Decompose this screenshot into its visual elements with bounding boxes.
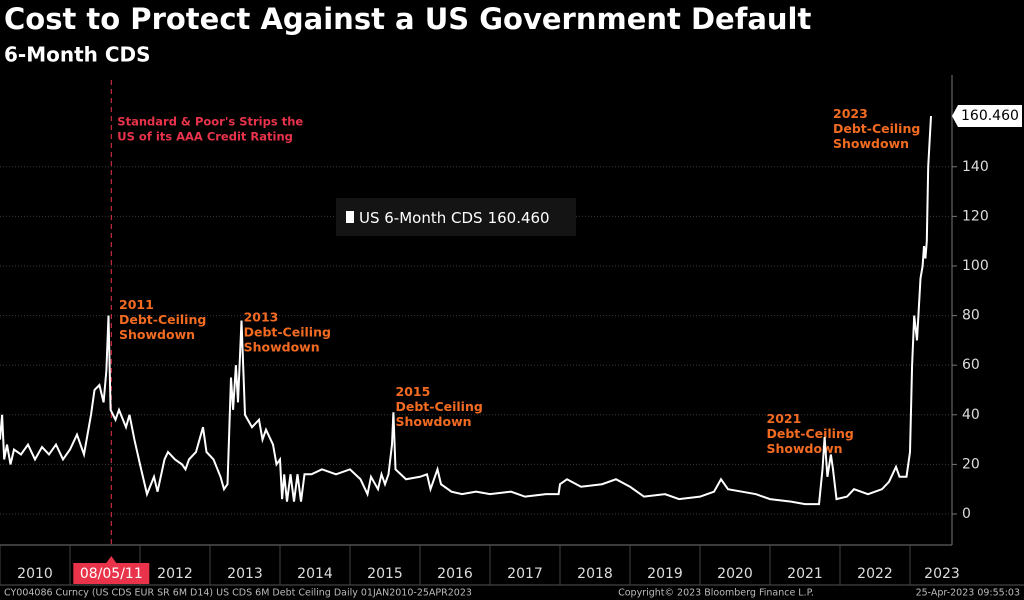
annotation: Showdown — [119, 327, 195, 342]
y-tick-label: 120 — [962, 208, 989, 224]
annotation: 2023 — [833, 106, 868, 121]
annotation: 2013 — [244, 310, 279, 325]
x-tick-label: 2015 — [367, 566, 403, 582]
x-tick-label: 2014 — [297, 566, 333, 582]
x-tick-label: 2022 — [857, 566, 893, 582]
legend-name: US 6-Month CDS — [359, 209, 483, 227]
x-tick-label: 2017 — [507, 566, 543, 582]
annotation: 2021 — [767, 411, 802, 426]
x-tick-label: 2020 — [717, 566, 753, 582]
x-tick-label: 2021 — [787, 566, 823, 582]
footer-center: Copyright© 2023 Bloomberg Finance L.P. — [618, 588, 814, 599]
annotation: Debt-Ceiling — [244, 325, 331, 340]
last-value-tag — [952, 105, 1022, 128]
last-value-label: 160.460 — [961, 108, 1019, 124]
chart-subtitle: 6-Month CDS — [4, 43, 151, 67]
x-tick-label: 2010 — [17, 566, 53, 582]
y-tick-label: 100 — [962, 258, 989, 274]
chart-title: Cost to Protect Against a US Government … — [4, 2, 811, 36]
x-tick-label: 2012 — [157, 566, 193, 582]
legend-last: 160.460 — [488, 209, 550, 227]
y-tick-label: 20 — [962, 456, 980, 472]
annotation: Debt-Ceiling — [767, 426, 854, 441]
annotation: Debt-Ceiling — [833, 121, 920, 136]
x-tick-label: 2019 — [647, 566, 683, 582]
y-tick-label: 140 — [962, 159, 989, 175]
event-text: Standard & Poor's Strips the — [117, 115, 303, 129]
line — [0, 115, 932, 506]
y-tick-label: 80 — [962, 308, 980, 324]
annotation: Showdown — [833, 136, 909, 151]
x-tick-label: 2023 — [924, 566, 960, 582]
annotation: 2011 — [119, 297, 154, 312]
event-pointer — [106, 556, 117, 563]
annotation: Debt-Ceiling — [119, 312, 206, 327]
x-tick-label: 2013 — [227, 566, 263, 582]
event-label: 08/05/11 — [80, 566, 143, 582]
annotation: Showdown — [244, 340, 320, 355]
x-tick-label: 2018 — [577, 566, 613, 582]
y-tick-label: 60 — [962, 357, 980, 373]
annotation: 2015 — [396, 384, 431, 399]
annotation: Debt-Ceiling — [396, 399, 483, 414]
legend: US 6-Month CDS 160.460 — [336, 198, 576, 236]
legend-swatch — [346, 211, 354, 223]
footer-left: CY004086 Curncy (US CDS EUR SR 6M D14) U… — [4, 588, 472, 599]
annotation: Showdown — [767, 441, 843, 456]
footer-right: 25-Apr-2023 09:55:03 — [916, 588, 1020, 599]
legend-text: US 6-Month CDS 160.460 — [359, 209, 550, 227]
annotation: Showdown — [396, 414, 472, 429]
event-label-bg — [73, 563, 150, 584]
y-tick-label: 40 — [962, 407, 980, 423]
legend-box — [336, 198, 576, 236]
y-tick-label: 0 — [962, 506, 971, 522]
x-tick-label: 2016 — [437, 566, 473, 582]
event-text: US of its AAA Credit Rating — [117, 130, 293, 144]
